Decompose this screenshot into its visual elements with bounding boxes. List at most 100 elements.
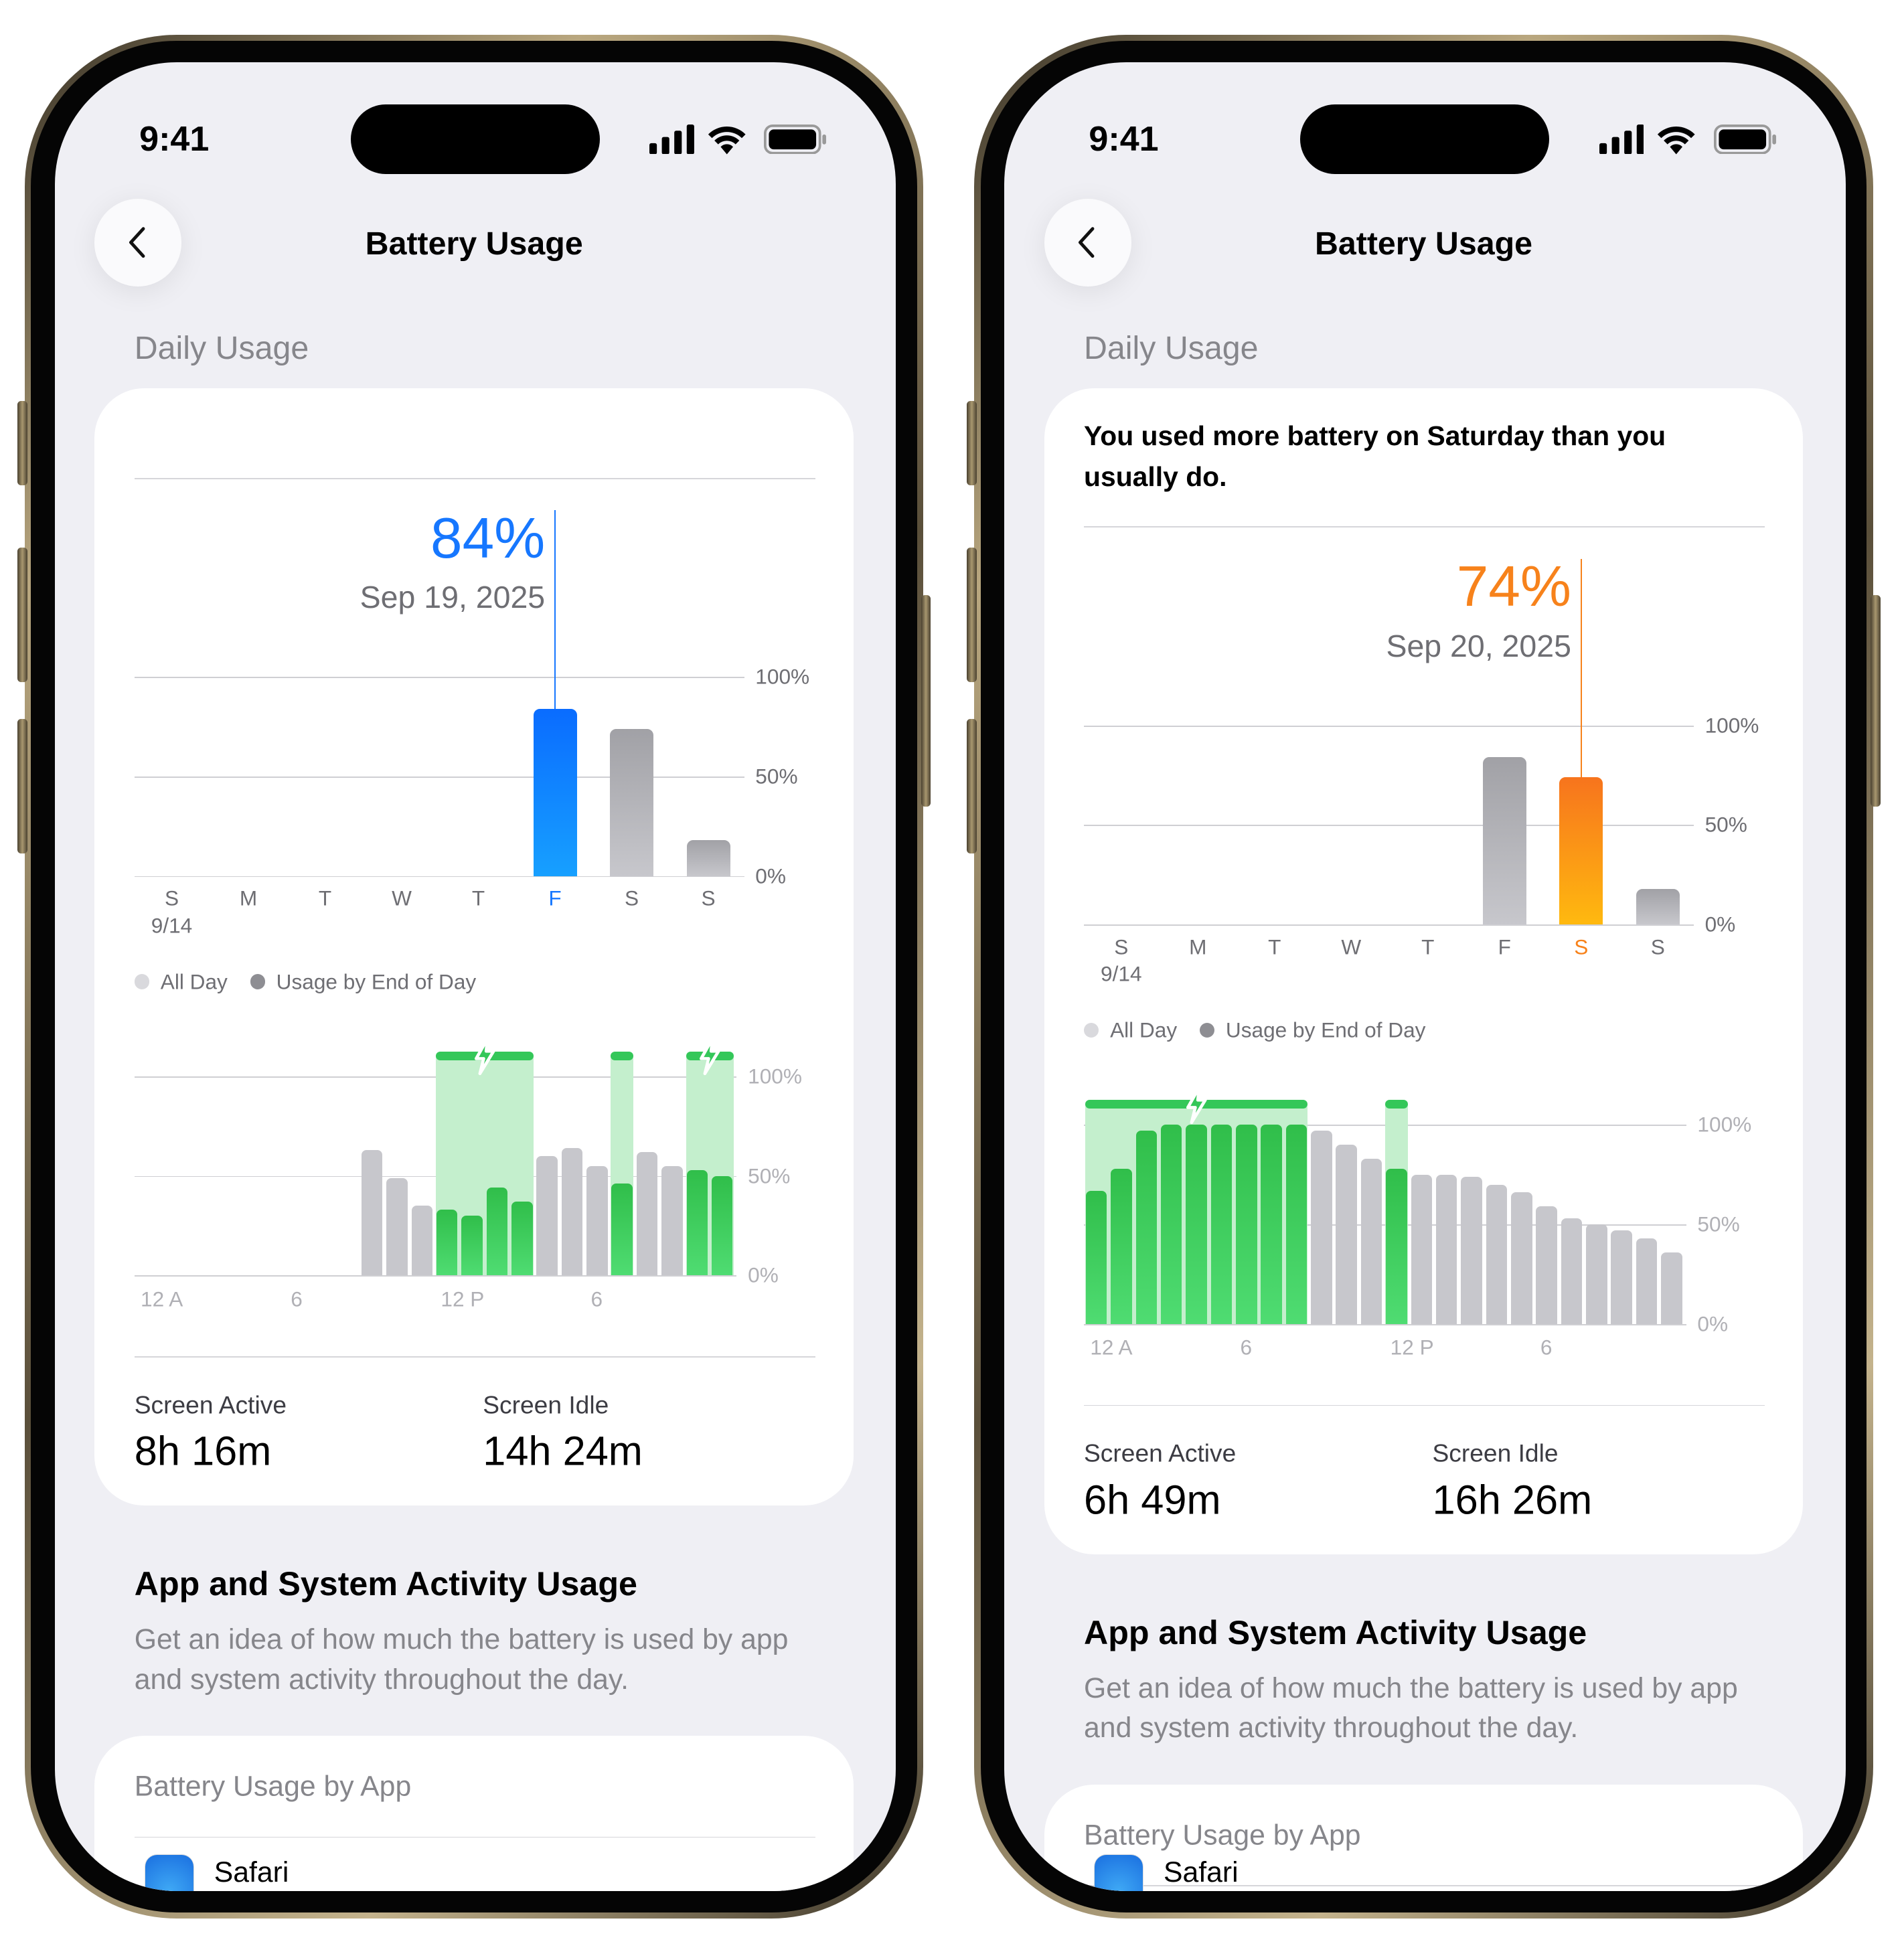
battery-icon [764, 124, 827, 155]
battery-icon [1713, 124, 1776, 155]
side-button [967, 719, 977, 854]
weekly-bar[interactable] [1559, 777, 1603, 925]
legend-label-end-of-day: Usage by End of Day [1225, 1017, 1426, 1042]
weekly-gridline [1084, 825, 1694, 827]
legend-label-all-day: All Day [160, 969, 228, 994]
hourly-bar[interactable] [1386, 1168, 1407, 1324]
hourly-bar[interactable] [1210, 1125, 1233, 1324]
hourly-bar[interactable] [1311, 1131, 1332, 1324]
hourly-bar[interactable] [1586, 1224, 1607, 1324]
hourly-bar[interactable] [1536, 1206, 1557, 1324]
weekly-bar[interactable] [533, 708, 577, 876]
hourly-bar[interactable] [1435, 1174, 1457, 1324]
hourly-bar[interactable] [511, 1202, 533, 1276]
divider [1084, 1885, 1765, 1886]
weekly-first-date-label: 9/14 [151, 913, 193, 938]
hourly-bar[interactable] [711, 1175, 733, 1276]
weekly-bar[interactable] [610, 728, 654, 876]
hourly-gridline [1084, 1224, 1686, 1226]
weekly-day-label: M [1189, 934, 1207, 959]
screen: 9:41 Battery Usage Daily Usage You used mor… [1004, 62, 1846, 1892]
section-title-daily-usage: Daily Usage [134, 330, 309, 367]
hourly-bar[interactable] [536, 1155, 558, 1276]
hourly-x-tick-label: 12 P [1390, 1335, 1434, 1360]
hourly-bar[interactable] [1235, 1125, 1257, 1324]
hourly-bar[interactable] [611, 1184, 633, 1276]
hourly-bar[interactable] [486, 1188, 508, 1276]
weekly-day-label: S [701, 886, 716, 910]
app-row-name[interactable]: Safari [214, 1856, 289, 1889]
back-button[interactable] [1044, 199, 1131, 287]
hourly-bar[interactable] [1085, 1190, 1107, 1324]
weekly-y-tick-label: 100% [755, 664, 810, 689]
hourly-bar[interactable] [1111, 1168, 1132, 1324]
hourly-bar[interactable] [1135, 1131, 1158, 1324]
hourly-y-tick-label: 0% [1697, 1311, 1729, 1336]
hourly-bar[interactable] [1561, 1218, 1583, 1324]
hourly-bar[interactable] [436, 1210, 458, 1276]
weekly-bar[interactable] [686, 840, 730, 876]
hourly-gridline [134, 1275, 737, 1277]
activity-section-description: Get an idea of how much the battery is u… [1084, 1672, 1738, 1744]
weekly-gridline [134, 776, 744, 778]
charging-bolt-icon [1186, 1086, 1207, 1124]
weekly-bar[interactable] [1482, 757, 1526, 925]
hourly-bar[interactable] [361, 1149, 383, 1276]
hourly-bar[interactable] [1611, 1230, 1633, 1324]
weekly-day-label: W [1341, 934, 1362, 959]
hourly-bar[interactable] [586, 1165, 608, 1276]
side-button [1870, 594, 1881, 807]
hourly-x-tick-label: 12 P [441, 1287, 485, 1311]
hourly-bar[interactable] [1261, 1125, 1282, 1324]
hourly-bar[interactable] [461, 1216, 483, 1276]
hourly-bar[interactable] [1285, 1125, 1307, 1324]
hourly-bar[interactable] [1510, 1192, 1532, 1324]
status-time: 9:41 [1089, 120, 1159, 159]
hourly-x-tick-label: 6 [1540, 1335, 1553, 1360]
legend-dot-all-day [1084, 1022, 1099, 1038]
hourly-bar[interactable] [1360, 1158, 1382, 1324]
weekly-day-label: F [548, 886, 562, 910]
hourly-bar[interactable] [1186, 1125, 1207, 1324]
weekly-day-label: T [471, 886, 485, 910]
weekly-day-label: M [239, 886, 258, 910]
legend-dot-end-of-day [250, 974, 265, 989]
hourly-bar[interactable] [386, 1177, 408, 1276]
hourly-bar[interactable] [1160, 1125, 1182, 1324]
weekly-bar[interactable] [1636, 888, 1680, 925]
hourly-bar[interactable] [661, 1165, 683, 1276]
hourly-bar[interactable] [561, 1147, 583, 1276]
hourly-y-tick-label: 0% [748, 1262, 779, 1287]
weekly-day-label: S [624, 886, 639, 910]
weekly-first-date-label: 9/14 [1101, 961, 1142, 986]
hourly-bar[interactable] [1336, 1145, 1358, 1324]
side-button [967, 400, 977, 485]
safari-app-icon [1093, 1854, 1144, 1892]
screen-idle-label: Screen Idle [483, 1390, 609, 1419]
weekly-day-label: W [392, 886, 412, 910]
back-button[interactable] [94, 199, 182, 287]
side-button [17, 400, 27, 485]
hourly-bar[interactable] [636, 1151, 658, 1276]
hourly-bar[interactable] [1486, 1184, 1508, 1324]
app-row-name[interactable]: Safari [1163, 1856, 1239, 1889]
daily-usage-card [94, 388, 854, 1506]
dynamic-island [351, 104, 600, 175]
divider [134, 1836, 815, 1838]
hourly-bar[interactable] [411, 1206, 433, 1276]
hourly-bar[interactable] [1661, 1252, 1682, 1324]
hourly-bar[interactable] [1411, 1174, 1433, 1324]
usage-alert-message: You used more battery on Saturday than y… [1084, 420, 1666, 493]
selection-indicator-line [554, 510, 556, 709]
hourly-bar[interactable] [1636, 1238, 1658, 1324]
side-button [17, 547, 27, 682]
hourly-bar[interactable] [1461, 1176, 1482, 1324]
weekly-y-tick-label: 50% [1704, 812, 1747, 837]
selection-indicator-line [1580, 558, 1583, 777]
side-button [921, 594, 931, 807]
battery-by-app-title: Battery Usage by App [1084, 1819, 1361, 1852]
charging-bolt-icon [474, 1037, 495, 1076]
hourly-bar[interactable] [686, 1169, 708, 1276]
divider [1084, 526, 1765, 528]
